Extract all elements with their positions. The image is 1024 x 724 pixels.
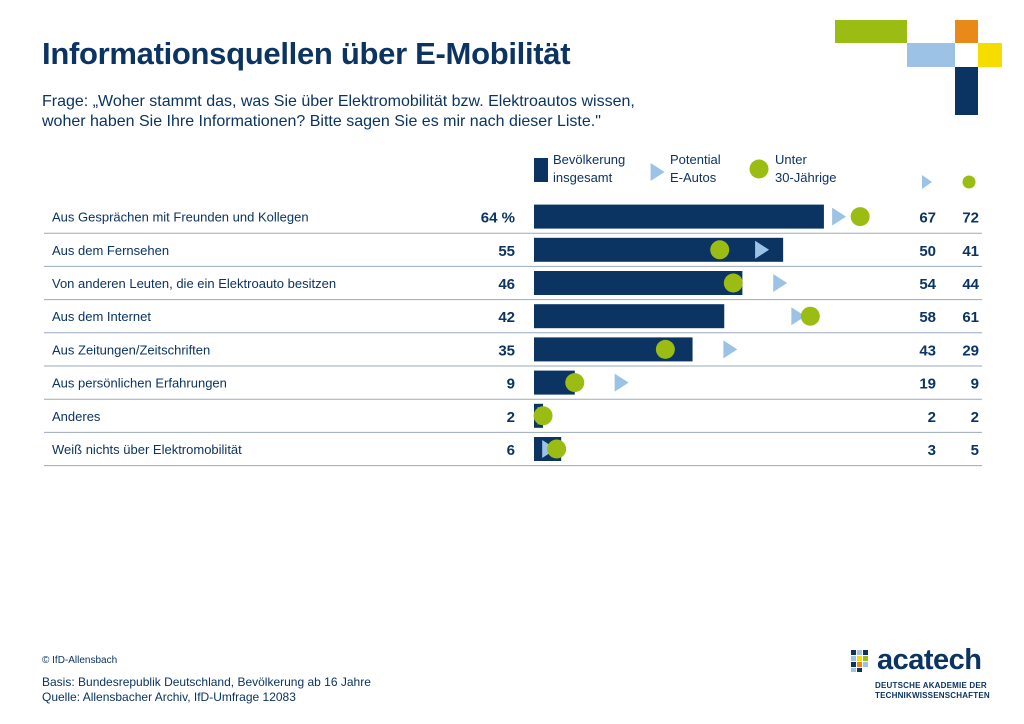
chart-title: Informationsquellen über E-Mobilität [42, 36, 571, 71]
legend-bar-label-2: insgesamt [553, 170, 613, 185]
circle-marker [723, 273, 743, 293]
bar [534, 204, 824, 229]
circle-marker [800, 306, 820, 326]
legend-circle-label-2: 30-Jährige [775, 170, 836, 185]
triangle-value-label: 67 [919, 210, 936, 227]
bar-value-label: 9 [507, 376, 515, 393]
footer-source: Quelle: Allensbacher Archiv, IfD-Umfrage… [42, 690, 296, 704]
bar-value-label: 42 [498, 309, 515, 326]
bar [534, 304, 725, 329]
triangle-value-label: 58 [919, 309, 936, 326]
acatech-logo-subtitle: DEUTSCHE AKADEMIE DER TECHNIKWISSENSCHAF… [875, 681, 990, 700]
triangle-marker [773, 274, 788, 292]
circle-marker [565, 373, 585, 393]
circle-value-label: 72 [962, 210, 979, 227]
deco-lightblue-block [907, 43, 955, 67]
legend-circle-swatch [749, 159, 769, 179]
deco-orange-block [955, 20, 978, 43]
circle-value-label: 2 [971, 409, 979, 426]
triangle-value-label: 43 [919, 342, 936, 359]
circle-value-label: 9 [971, 376, 979, 393]
triangle-value-label: 19 [919, 376, 936, 393]
bar [534, 271, 743, 295]
row-label: Aus persönlichen Erfahrungen [52, 376, 227, 391]
triangle-marker [755, 240, 770, 259]
legend-triangle-swatch [650, 163, 665, 181]
bar-value-label: 6 [507, 442, 515, 459]
triangle-value-label: 54 [919, 276, 936, 293]
bar [534, 237, 784, 262]
row-label: Aus dem Internet [52, 309, 151, 324]
circle-value-label: 5 [971, 442, 979, 459]
deco-green-block [835, 20, 907, 43]
footer-basis: Basis: Bundesrepublik Deutschland, Bevöl… [42, 675, 371, 689]
deco-navy-block [955, 67, 978, 115]
legend-circle-label-1: Unter [775, 152, 807, 167]
bar-value-label: 46 [498, 276, 515, 293]
legend-triangle-label-1: Potential [670, 152, 721, 167]
column-header-circle [962, 175, 976, 189]
row-label: Von anderen Leuten, die ein Elektroauto … [52, 276, 336, 291]
circle-marker [850, 207, 870, 227]
triangle-value-label: 3 [928, 442, 936, 459]
circle-marker [655, 339, 675, 359]
bar-value-label: 55 [498, 243, 515, 260]
row-label: Aus dem Fernsehen [52, 243, 169, 258]
column-header-triangle [922, 175, 932, 189]
bar-value-label: 2 [507, 409, 515, 426]
circle-marker [533, 406, 553, 426]
acatech-logo: acatech DEUTSCHE AKADEMIE DER TECHNIKWIS… [851, 644, 990, 708]
acatech-logo-mark [851, 650, 868, 672]
legend-triangle-label-2: E-Autos [670, 170, 717, 185]
question-line-1: Frage: „Woher stammt das, was Sie über E… [42, 93, 635, 110]
circle-value-label: 44 [962, 276, 979, 293]
row-label: Anderes [52, 409, 101, 424]
triangle-marker [614, 373, 629, 392]
acatech-logo-word: acatech [877, 644, 982, 676]
legend-bar-label-1: Bevölkerung [553, 152, 625, 167]
deco-yellow-block [978, 43, 1002, 67]
question-line-2: woher haben Sie Ihre Informationen? Bitt… [42, 113, 601, 130]
triangle-value-label: 50 [919, 243, 936, 260]
circle-marker [710, 240, 730, 260]
circle-marker [547, 439, 567, 459]
footer-copyright: © IfD-Allensbach [42, 655, 118, 666]
row-label: Aus Gesprächen mit Freunden und Kollegen [52, 210, 309, 225]
circle-value-label: 61 [962, 309, 979, 326]
chart-question: Frage: „Woher stammt das, was Sie über E… [42, 92, 722, 132]
bar-value-label: 64 % [481, 210, 515, 227]
triangle-marker [723, 340, 738, 359]
triangle-value-label: 2 [928, 409, 936, 426]
bar-value-label: 35 [498, 342, 515, 359]
triangle-marker [832, 207, 847, 226]
row-label: Weiß nichts über Elektromobilität [52, 442, 242, 457]
legend-bar-swatch [534, 158, 548, 182]
triangle-marker [791, 307, 806, 326]
row-label: Aus Zeitungen/Zeitschriften [52, 342, 210, 357]
circle-value-label: 29 [962, 342, 979, 359]
circle-value-label: 41 [962, 243, 979, 260]
